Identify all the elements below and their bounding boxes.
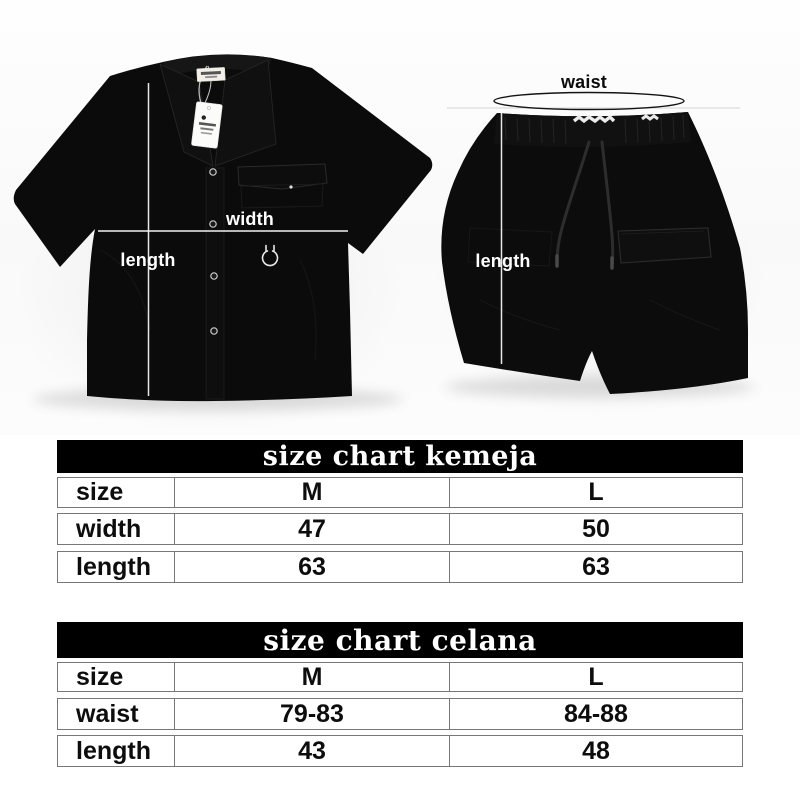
drawstrings <box>555 140 615 270</box>
size-chart-kemeja-table: size chart kemeja size M L width 47 50 l… <box>57 440 743 583</box>
power-logo-icon <box>261 244 279 267</box>
table-row-length: length 63 63 <box>57 551 743 583</box>
shorts-wrinkle <box>479 299 561 331</box>
shorts-photo <box>441 112 748 394</box>
shirt-placket <box>205 167 225 400</box>
shorts-pocket-flap-right <box>617 227 712 264</box>
shirt-pocket-flap <box>237 163 328 190</box>
waistband-elastic-peek <box>641 114 659 121</box>
shirt-photo <box>13 54 433 402</box>
waistband-gathers <box>504 114 685 145</box>
table-row-size: size M L <box>57 662 743 692</box>
pocket-button <box>289 185 293 189</box>
hang-tag <box>191 65 226 149</box>
value-m-cell: 47 <box>175 514 450 544</box>
value-l-cell: 63 <box>582 552 610 581</box>
size-chart-celana-table: size chart celana size M L waist 79-83 8… <box>57 622 743 767</box>
shorts-pocket-flap-left <box>467 227 553 267</box>
shorts-body <box>441 112 748 394</box>
row-label: width <box>58 514 175 544</box>
table-row-length: length 43 48 <box>57 735 743 767</box>
table-row-waist: waist 79-83 84-88 <box>57 698 743 730</box>
shirt-wrinkle <box>299 259 317 361</box>
shirt-width-label: width <box>226 209 274 229</box>
shorts-wrinkle <box>649 299 721 331</box>
value-l-cell: 84-88 <box>564 699 628 728</box>
size-m-cell: M <box>175 478 450 507</box>
shorts-waistband <box>494 112 691 148</box>
table-row-width: width 47 50 <box>57 513 743 545</box>
row-label: size <box>58 478 175 507</box>
shirt-pocket-body <box>240 183 324 209</box>
row-label: waist <box>58 699 175 729</box>
shorts-waist-label: waist <box>560 72 608 92</box>
size-m-cell: M <box>175 663 450 691</box>
shirt-length-label: length <box>120 250 176 270</box>
row-label: length <box>58 736 175 766</box>
measurement-lines <box>98 83 740 396</box>
size-l-cell: L <box>588 662 604 691</box>
shirt-wrinkle <box>99 249 151 331</box>
table-row-size: size M L <box>57 477 743 508</box>
value-m-cell: 63 <box>175 552 450 582</box>
value-m-cell: 79-83 <box>175 699 450 729</box>
shirt-collar <box>163 54 272 76</box>
value-l-cell: 50 <box>582 514 610 543</box>
product-measure-diagram: width length waist length <box>0 0 800 435</box>
row-label: length <box>58 552 175 582</box>
pocket-stitch <box>621 230 705 235</box>
value-l-cell: 48 <box>582 736 610 765</box>
size-l-cell: L <box>588 478 604 506</box>
size-chart-celana-title: size chart celana <box>57 622 743 658</box>
shirt-lapel-right <box>214 59 277 167</box>
size-chart-kemeja-title: size chart kemeja <box>57 440 743 473</box>
waist-ellipse <box>493 91 685 111</box>
shorts-length-label: length <box>475 251 531 271</box>
garments-illustration <box>13 54 755 411</box>
shirt-buttons <box>209 168 218 335</box>
row-label: size <box>58 663 175 691</box>
waistband-elastic-peek <box>572 114 616 124</box>
value-m-cell: 43 <box>175 736 450 766</box>
